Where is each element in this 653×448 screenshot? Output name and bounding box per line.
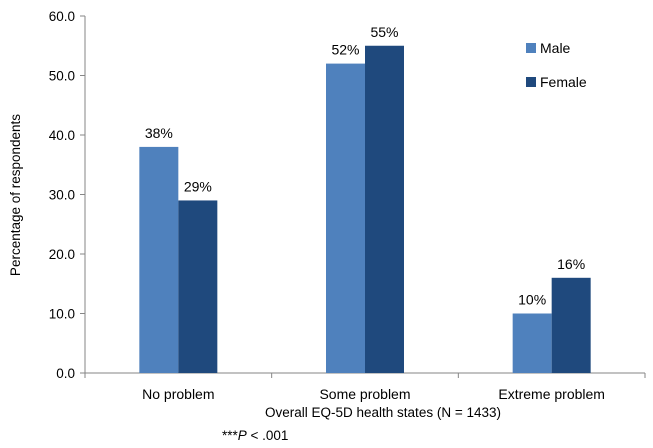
bar-male <box>326 63 365 373</box>
data-label: 38% <box>145 125 173 141</box>
x-tick-label: Some problem <box>319 386 410 402</box>
bar-female <box>365 45 404 373</box>
legend: Male Female <box>526 40 587 90</box>
x-tick-label: Extreme problem <box>498 386 605 402</box>
y-tick-label: 0.0 <box>56 366 75 381</box>
y-tick-label: 50.0 <box>49 69 75 84</box>
y-tick-label: 60.0 <box>49 9 75 24</box>
bar-female <box>551 277 591 373</box>
data-label: 16% <box>557 256 585 272</box>
bar-male <box>512 313 552 373</box>
footnote-rest: < .001 <box>247 428 289 443</box>
y-tick-label: 10.0 <box>49 307 75 322</box>
legend-label-female: Female <box>540 74 587 90</box>
legend-label-male: Male <box>540 40 571 56</box>
bar-female <box>178 200 218 373</box>
data-label: 29% <box>184 178 212 194</box>
y-tick-label: 30.0 <box>49 188 75 203</box>
legend-swatch-male <box>526 43 536 53</box>
footnote-stars: *** <box>222 428 239 443</box>
footnote-p: P <box>238 428 247 443</box>
y-tick-label: 20.0 <box>49 247 75 262</box>
bar-male <box>139 146 179 373</box>
data-label: 55% <box>370 24 398 40</box>
y-axis-title: Percentage of respondents <box>8 114 23 276</box>
y-tick-label: 40.0 <box>49 128 75 143</box>
bars <box>139 45 591 373</box>
data-label: 52% <box>331 42 359 58</box>
legend-swatch-female <box>526 77 536 87</box>
data-labels: 38% 29% 52% 55% 10% 16% <box>145 24 585 308</box>
data-label: 10% <box>518 292 546 308</box>
x-tick-label: No problem <box>142 386 214 402</box>
x-axis-title: Overall EQ-5D health states (N = 1433) <box>265 405 501 420</box>
footnote: ***P < .001 <box>222 428 288 443</box>
axes: 0.0 10.0 20.0 30.0 40.0 50.0 60.0 No problem Som… <box>49 9 646 402</box>
